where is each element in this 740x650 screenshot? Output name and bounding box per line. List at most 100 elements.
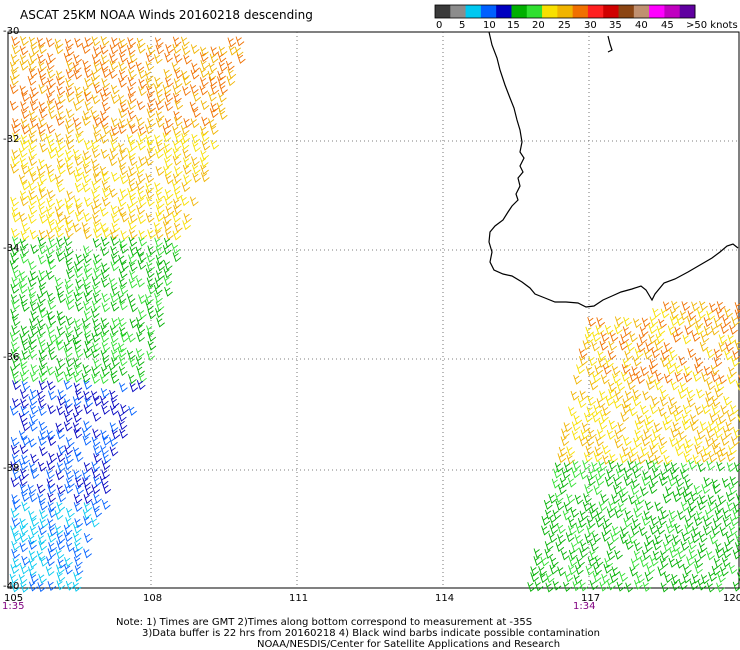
wind-barb xyxy=(90,139,100,150)
wind-barb xyxy=(663,414,673,425)
wind-barb xyxy=(18,356,28,367)
wind-barb xyxy=(82,173,92,184)
wind-barb xyxy=(641,476,651,487)
wind-barb xyxy=(119,326,128,337)
wind-barb xyxy=(614,549,623,560)
wind-barb xyxy=(614,390,624,401)
wind-barb xyxy=(147,340,157,351)
wind-barb xyxy=(119,165,128,176)
wind-barb xyxy=(110,213,120,224)
wind-barb xyxy=(716,461,725,472)
wind-barb xyxy=(573,414,583,425)
scale-label: >50 knots xyxy=(686,20,738,31)
wind-barb xyxy=(162,125,172,136)
wind-barb xyxy=(652,540,662,551)
wind-barb xyxy=(199,157,209,168)
wind-barb xyxy=(600,332,610,343)
wind-barb xyxy=(649,525,658,535)
wind-barb xyxy=(20,582,29,593)
wind-barb xyxy=(21,124,30,135)
wind-barb xyxy=(46,124,56,134)
wind-barb xyxy=(572,581,582,592)
wind-barb xyxy=(27,286,37,297)
wind-barb xyxy=(689,580,699,591)
wind-barb xyxy=(652,550,662,561)
wind-barb xyxy=(614,438,623,449)
wind-barb xyxy=(601,444,611,455)
wind-barb xyxy=(56,405,66,416)
wind-barb xyxy=(28,437,37,448)
wind-barb xyxy=(128,140,138,151)
wind-barb xyxy=(172,252,182,263)
wind-barb xyxy=(728,525,738,536)
wind-barb xyxy=(200,100,210,111)
wind-barb xyxy=(613,398,622,409)
wind-barb xyxy=(27,61,37,71)
wind-barb xyxy=(75,204,85,215)
wind-barb xyxy=(28,110,38,121)
wind-barb xyxy=(561,469,571,480)
wind-barb xyxy=(683,372,693,383)
wind-barb xyxy=(82,435,92,446)
wind-barb xyxy=(540,556,550,567)
wind-barb xyxy=(100,92,109,103)
wind-barb xyxy=(729,324,738,335)
wind-barb xyxy=(28,190,38,201)
wind-barb xyxy=(128,236,138,247)
wind-barb xyxy=(592,532,601,543)
wind-barb xyxy=(46,460,56,471)
wind-barb xyxy=(93,228,102,239)
wind-barb xyxy=(662,493,672,504)
wind-barb xyxy=(587,556,597,567)
wind-barb xyxy=(225,60,235,71)
scale-label: 25 xyxy=(558,20,571,31)
wind-barb xyxy=(28,36,38,47)
wind-barb xyxy=(650,516,659,527)
wind-barb xyxy=(692,371,702,382)
wind-barb xyxy=(109,293,119,304)
wind-barb xyxy=(55,549,65,560)
wind-barb xyxy=(9,75,19,86)
wind-barb xyxy=(659,389,669,399)
wind-barb xyxy=(629,332,638,343)
wind-barb xyxy=(676,316,685,327)
wind-barb xyxy=(65,149,74,160)
wind-barb xyxy=(669,548,678,559)
wind-barb xyxy=(48,333,58,344)
wind-barb xyxy=(119,284,129,295)
wind-barb xyxy=(707,421,717,432)
wind-barb xyxy=(74,518,83,529)
wind-barb xyxy=(66,478,75,489)
wind-barb xyxy=(57,558,67,569)
wind-barb xyxy=(74,261,83,272)
wind-barb xyxy=(713,348,723,359)
wind-barb xyxy=(154,293,163,303)
wind-barb xyxy=(47,501,57,512)
wind-barb xyxy=(54,510,64,521)
wind-barb xyxy=(64,484,74,494)
wind-barb xyxy=(625,582,634,593)
coastline-western-australia xyxy=(488,31,739,308)
wind-barb xyxy=(135,356,145,367)
wind-barb xyxy=(91,436,101,447)
wind-barb xyxy=(11,325,20,336)
wind-barb xyxy=(72,422,82,433)
wind-barb xyxy=(579,581,589,592)
wind-barb xyxy=(10,245,20,256)
wind-barb xyxy=(146,44,156,55)
wind-barb xyxy=(118,77,127,88)
wind-barb xyxy=(118,356,128,367)
wind-barb xyxy=(687,539,697,550)
wind-barb xyxy=(118,108,127,119)
wind-barb xyxy=(72,222,82,233)
wind-barb xyxy=(710,372,720,383)
wind-barb xyxy=(47,315,57,326)
wind-barb xyxy=(39,430,49,441)
wind-barb xyxy=(127,100,136,111)
wind-barb xyxy=(145,61,155,72)
wind-barb xyxy=(558,446,568,457)
wind-barb xyxy=(83,548,92,559)
wind-barb xyxy=(634,420,644,431)
footer-note-2: 3)Data buffer is 22 hrs from 20160218 4)… xyxy=(142,628,600,639)
wind-barb xyxy=(146,141,156,152)
